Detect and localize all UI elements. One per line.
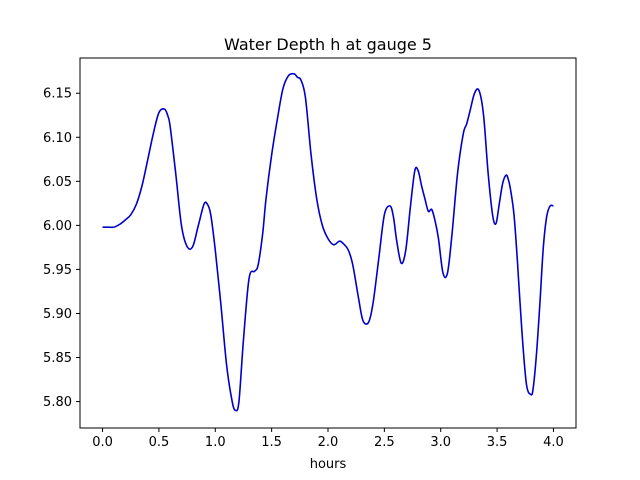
- y-tick-label: 5.80: [43, 395, 72, 410]
- x-tick-label: 2.5: [374, 435, 395, 450]
- y-tick-label: 6.15: [43, 87, 72, 102]
- x-tick-label: 1.0: [205, 435, 226, 450]
- plot-area: [79, 57, 577, 429]
- x-tick-label: 4.0: [543, 435, 564, 450]
- y-tick-label: 6.10: [43, 131, 72, 146]
- x-tick-label: 0.0: [92, 435, 113, 450]
- x-tick-label: 0.5: [149, 435, 170, 450]
- x-axis-label: hours: [310, 457, 347, 472]
- y-tick-label: 6.00: [43, 219, 72, 234]
- series-line-0: [102, 72, 554, 412]
- x-tick-label: 2.0: [318, 435, 339, 450]
- x-tick-label: 1.5: [261, 435, 282, 450]
- y-tick-label: 5.85: [43, 351, 72, 366]
- y-tick-label: 6.05: [43, 175, 72, 190]
- y-tick-label: 5.95: [43, 263, 72, 278]
- x-tick-label: 3.5: [487, 435, 508, 450]
- x-tick-label: 3.0: [430, 435, 451, 450]
- chart-title: Water Depth h at gauge 5: [224, 35, 432, 54]
- y-tick-label: 5.90: [43, 307, 72, 322]
- y-axis: 5.80 5.85 5.90 5.95 6.00 6.05 6.10 6.15: [43, 87, 80, 410]
- x-axis: 0.0 0.5 1.0 1.5 2.0 2.5 3.0 3.5 4.0: [92, 428, 564, 450]
- series-layer: [102, 72, 554, 412]
